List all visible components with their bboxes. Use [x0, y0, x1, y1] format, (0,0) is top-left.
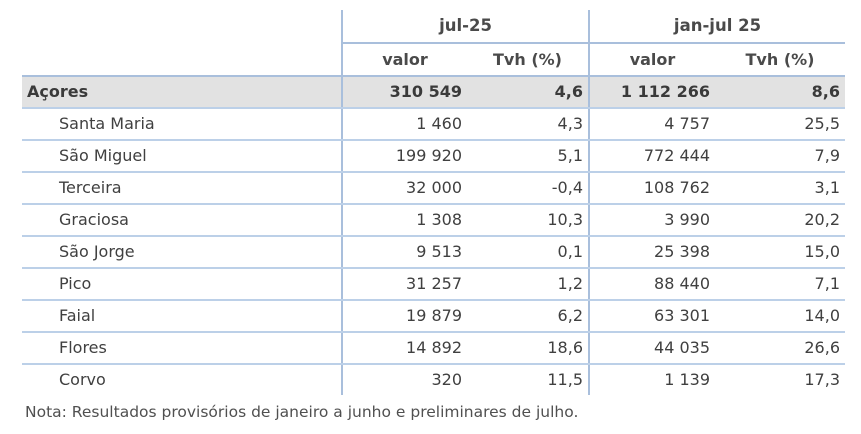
value-janjul-cell: 108 762 [588, 172, 715, 205]
corner-cell-lower [22, 43, 342, 77]
value-jul-cell: 14 892 [341, 332, 467, 365]
value-janjul-cell: 44 035 [588, 332, 715, 365]
subheader-row: valor Tvh (%) valor Tvh (%) [22, 43, 845, 77]
table-row: São Miguel 199 920 5,1 772 444 7,9 [22, 140, 845, 173]
region-name-cell: São Miguel [22, 140, 342, 173]
subheader-valor-janjul: valor [588, 43, 715, 77]
region-name-cell: Açores [22, 76, 342, 109]
table-row: Corvo 320 11,5 1 139 17,3 [22, 364, 845, 395]
value-janjul-cell: 1 112 266 [588, 76, 715, 109]
subheader-tvh-jul: Tvh (%) [467, 43, 589, 77]
table-body: Açores 310 549 4,6 1 112 266 8,6 Santa Maria 1… [22, 76, 845, 395]
region-name-cell: Flores [22, 332, 342, 365]
period-header-jul25: jul-25 [341, 10, 589, 44]
value-janjul-cell: 63 301 [588, 300, 715, 333]
tvh-janjul-cell: 7,9 [715, 140, 845, 173]
tvh-janjul-cell: 3,1 [715, 172, 845, 205]
value-janjul-cell: 772 444 [588, 140, 715, 173]
tvh-jul-cell: 1,2 [467, 268, 589, 301]
region-name-cell: Graciosa [22, 204, 342, 237]
value-jul-cell: 199 920 [341, 140, 467, 173]
region-name-cell: Corvo [59, 370, 106, 389]
value-janjul-cell: 4 757 [588, 108, 715, 141]
tvh-janjul-cell: 25,5 [715, 108, 845, 141]
period-header-jan-jul25: jan-jul 25 [588, 10, 845, 44]
table-row: Graciosa 1 308 10,3 3 990 20,2 [22, 204, 845, 237]
subheader-valor-jul: valor [341, 43, 467, 77]
tvh-janjul-cell: 14,0 [715, 300, 845, 333]
tvh-janjul-cell: 8,6 [715, 76, 845, 109]
value-jul-cell: 1 308 [341, 204, 467, 237]
tvh-janjul-cell: 20,2 [715, 204, 845, 237]
tvh-jul-cell: 11,5 [547, 370, 583, 389]
value-jul-cell: 9 513 [341, 236, 467, 269]
region-name-cell: Terceira [22, 172, 342, 205]
region-name-cell: São Jorge [22, 236, 342, 269]
value-jul-cell: 19 879 [341, 300, 467, 333]
table-row: Faial 19 879 6,2 63 301 14,0 [22, 300, 845, 333]
statistics-table-container: jul-25 jan-jul 25 valor Tvh (%) valor Tv… [22, 10, 845, 395]
value-janjul-cell: 88 440 [588, 268, 715, 301]
value-jul-cell: 310 549 [341, 76, 467, 109]
statistics-table: jul-25 jan-jul 25 valor Tvh (%) valor Tv… [22, 10, 845, 395]
table-row: Pico 31 257 1,2 88 440 7,1 [22, 268, 845, 301]
tvh-janjul-cell: 15,0 [715, 236, 845, 269]
value-jul-cell: 320 [341, 364, 467, 395]
tvh-jul-cell: 0,1 [467, 236, 589, 269]
table-row: Santa Maria 1 460 4,3 4 757 25,5 [22, 108, 845, 141]
value-janjul-cell: 1 139 [588, 364, 715, 395]
tvh-jul-cell: 18,6 [467, 332, 589, 365]
tvh-jul-cell: -0,4 [467, 172, 589, 205]
subheader-tvh-janjul: Tvh (%) [715, 43, 845, 77]
value-jul-cell: 32 000 [341, 172, 467, 205]
value-janjul-cell: 3 990 [588, 204, 715, 237]
tvh-jul-cell: 6,2 [467, 300, 589, 333]
footnote: Nota: Resultados provisórios de janeiro … [25, 403, 579, 421]
tvh-jul-cell: 5,1 [467, 140, 589, 173]
region-name-cell: Santa Maria [22, 108, 342, 141]
value-janjul-cell: 25 398 [588, 236, 715, 269]
tvh-jul-cell: 4,6 [467, 76, 589, 109]
tvh-janjul-cell: 7,1 [715, 268, 845, 301]
value-jul-cell: 1 460 [341, 108, 467, 141]
tvh-janjul-cell: 26,6 [715, 332, 845, 365]
table-row: Flores 14 892 18,6 44 035 26,6 [22, 332, 845, 365]
tvh-jul-cell: 4,3 [467, 108, 589, 141]
table-row-total: Açores 310 549 4,6 1 112 266 8,6 [22, 76, 845, 109]
region-name-cell: Pico [22, 268, 342, 301]
value-jul-cell: 31 257 [341, 268, 467, 301]
corner-cell [22, 10, 342, 43]
period-header-row: jul-25 jan-jul 25 [22, 10, 845, 44]
tvh-janjul-cell: 17,3 [804, 370, 840, 389]
tvh-jul-cell: 10,3 [467, 204, 589, 237]
region-name-cell: Faial [22, 300, 342, 333]
table-row: Terceira 32 000 -0,4 108 762 3,1 [22, 172, 845, 205]
table-row: São Jorge 9 513 0,1 25 398 15,0 [22, 236, 845, 269]
